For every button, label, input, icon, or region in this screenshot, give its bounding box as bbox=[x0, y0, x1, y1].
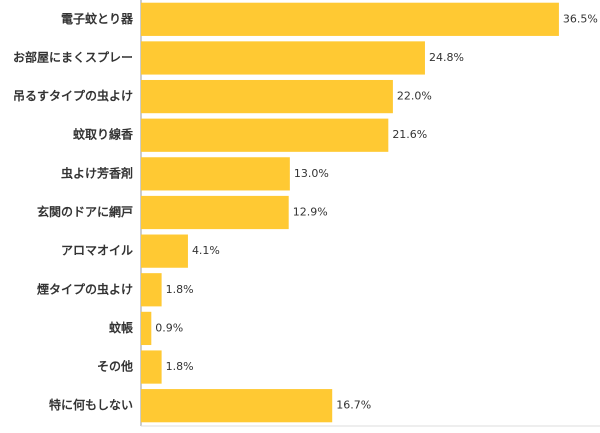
category-label: お部屋にまくスプレー bbox=[13, 49, 133, 64]
value-label: 13.0% bbox=[294, 167, 329, 180]
value-label: 4.1% bbox=[192, 244, 220, 257]
category-label: 虫よけ芳香剤 bbox=[61, 165, 133, 180]
category-label: 煙タイプの虫よけ bbox=[37, 281, 133, 296]
bar bbox=[141, 389, 333, 423]
value-label: 1.8% bbox=[166, 360, 194, 373]
category-label: その他 bbox=[97, 359, 133, 374]
value-label: 16.7% bbox=[336, 399, 371, 412]
category-label: アロマオイル bbox=[61, 244, 133, 258]
category-label: 特に何もしない bbox=[49, 397, 133, 412]
bar bbox=[141, 41, 425, 75]
category-label: 玄関のドアに網戸 bbox=[37, 204, 133, 219]
value-label: 24.8% bbox=[429, 51, 464, 64]
category-label: 電子蚊とり器 bbox=[61, 11, 134, 26]
value-label: 21.6% bbox=[392, 128, 427, 141]
category-label: 蚊取り線香 bbox=[73, 127, 133, 142]
bar bbox=[141, 350, 162, 384]
bar bbox=[141, 157, 290, 191]
bar bbox=[141, 234, 188, 268]
value-label: 22.0% bbox=[397, 90, 432, 103]
bar bbox=[141, 195, 289, 230]
value-label: 12.9% bbox=[293, 206, 328, 219]
value-label: 36.5% bbox=[563, 12, 598, 25]
value-label: 1.8% bbox=[166, 283, 194, 296]
bar bbox=[141, 2, 559, 36]
category-label: 吊るすタイプの虫よけ bbox=[13, 88, 133, 103]
bar bbox=[141, 311, 152, 346]
bar bbox=[141, 79, 393, 114]
bar bbox=[141, 118, 389, 152]
category-label: 蚊帳 bbox=[109, 320, 133, 335]
bar bbox=[141, 273, 162, 307]
value-label: 0.9% bbox=[155, 321, 183, 334]
